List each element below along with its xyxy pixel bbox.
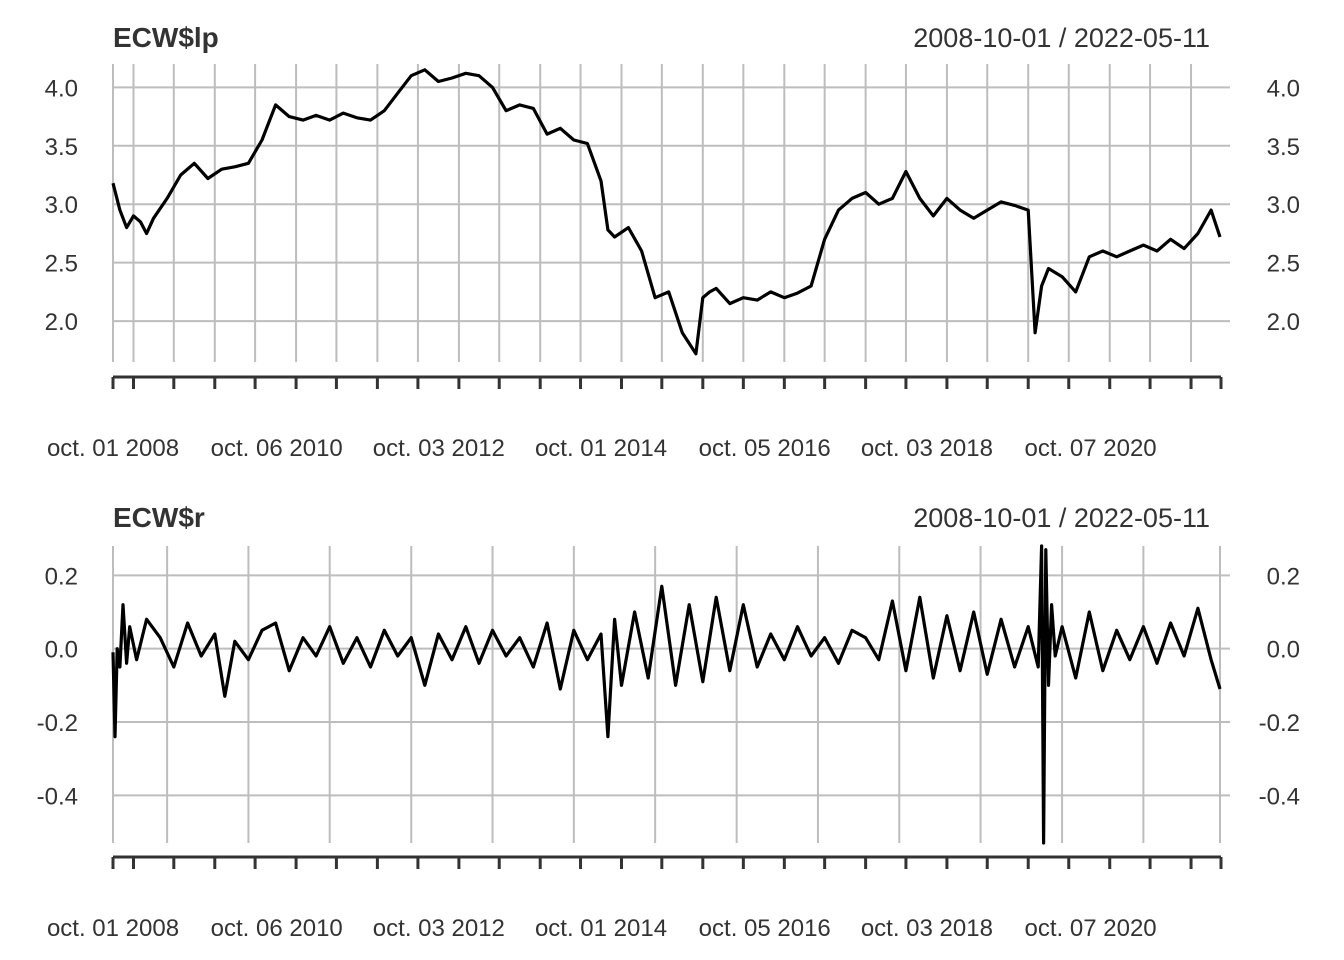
panel-lp-title: ECW$lp: [113, 22, 219, 53]
panel-r-date-range: 2008-10-01 / 2022-05-11: [913, 503, 1210, 533]
x-tick-label: oct. 03 2012: [373, 435, 505, 462]
x-tick-label: oct. 07 2020: [1025, 915, 1157, 942]
x-tick-label: oct. 06 2010: [211, 915, 343, 942]
y-tick-label-left: 0.2: [45, 563, 78, 590]
y-tick-label-left: 2.0: [45, 309, 78, 336]
x-tick-label: oct. 03 2018: [861, 915, 993, 942]
y-tick-label-left: 3.0: [45, 192, 78, 219]
panel-lp-hgrid: [113, 86, 1230, 323]
panel-lp: ECW$lp 2008-10-01 / 2022-05-11 4.0 3.5 3.0…: [45, 22, 1300, 462]
x-tick-label: oct. 03 2012: [373, 915, 505, 942]
panel-r-title: ECW$r: [113, 502, 205, 533]
panel-lp-date-range: 2008-10-01 / 2022-05-11: [913, 23, 1210, 53]
y-tick-label-right: -0.2: [1259, 710, 1300, 737]
y-tick-label-left: 2.5: [45, 251, 78, 278]
y-tick-label-left: 3.5: [45, 134, 78, 161]
x-tick-label: oct. 01 2008: [47, 435, 179, 462]
y-tick-label-right: 0.2: [1267, 563, 1300, 590]
panel-r-x-tick-labels: oct. 01 2008 oct. 06 2010 oct. 03 2012 oct.…: [47, 915, 1157, 942]
panel-r-left-y-ticks: 0.2 0.0 -0.2 -0.4: [37, 563, 78, 810]
x-tick-label: oct. 01 2008: [47, 915, 179, 942]
panel-r-vgrid: [112, 546, 1221, 843]
y-tick-label-right: 2.0: [1267, 309, 1300, 336]
y-tick-label-left: 4.0: [45, 75, 78, 102]
x-tick-label: oct. 01 2014: [535, 435, 667, 462]
panel-lp-left-y-ticks: 4.0 3.5 3.0 2.5 2.0: [45, 75, 78, 336]
x-tick-label: oct. 03 2018: [861, 435, 993, 462]
x-tick-label: oct. 06 2010: [211, 435, 343, 462]
x-tick-label: oct. 07 2020: [1025, 435, 1157, 462]
y-tick-label-left: -0.2: [37, 710, 78, 737]
panel-r: ECW$r 2008-10-01 / 2022-05-11 0.2 0.0 -0.2…: [37, 502, 1300, 942]
y-tick-label-right: 3.5: [1267, 134, 1300, 161]
y-tick-label-right: 0.0: [1267, 637, 1300, 664]
panel-lp-x-tick-labels: oct. 01 2008 oct. 06 2010 oct. 03 2012 oct.…: [47, 435, 1157, 462]
y-tick-label-left: 0.0: [45, 637, 78, 664]
x-tick-label: oct. 01 2014: [535, 915, 667, 942]
y-tick-label-right: 3.0: [1267, 192, 1300, 219]
y-tick-label-right: 4.0: [1267, 75, 1300, 102]
panel-lp-vgrid: [112, 64, 1193, 362]
panel-lp-series-line: [111, 68, 1222, 356]
panel-r-x-axis: [111, 855, 1223, 869]
y-tick-label-right: 2.5: [1267, 251, 1300, 278]
panel-lp-right-y-ticks: 4.0 3.5 3.0 2.5 2.0: [1267, 75, 1300, 336]
panel-r-series-line: [111, 544, 1222, 845]
y-tick-label-right: -0.4: [1259, 783, 1300, 810]
x-tick-label: oct. 05 2016: [699, 915, 831, 942]
panel-r-right-y-ticks: 0.2 0.0 -0.2 -0.4: [1259, 563, 1300, 810]
x-tick-label: oct. 05 2016: [699, 435, 831, 462]
y-tick-label-left: -0.4: [37, 783, 78, 810]
panel-lp-x-axis: [111, 375, 1223, 389]
